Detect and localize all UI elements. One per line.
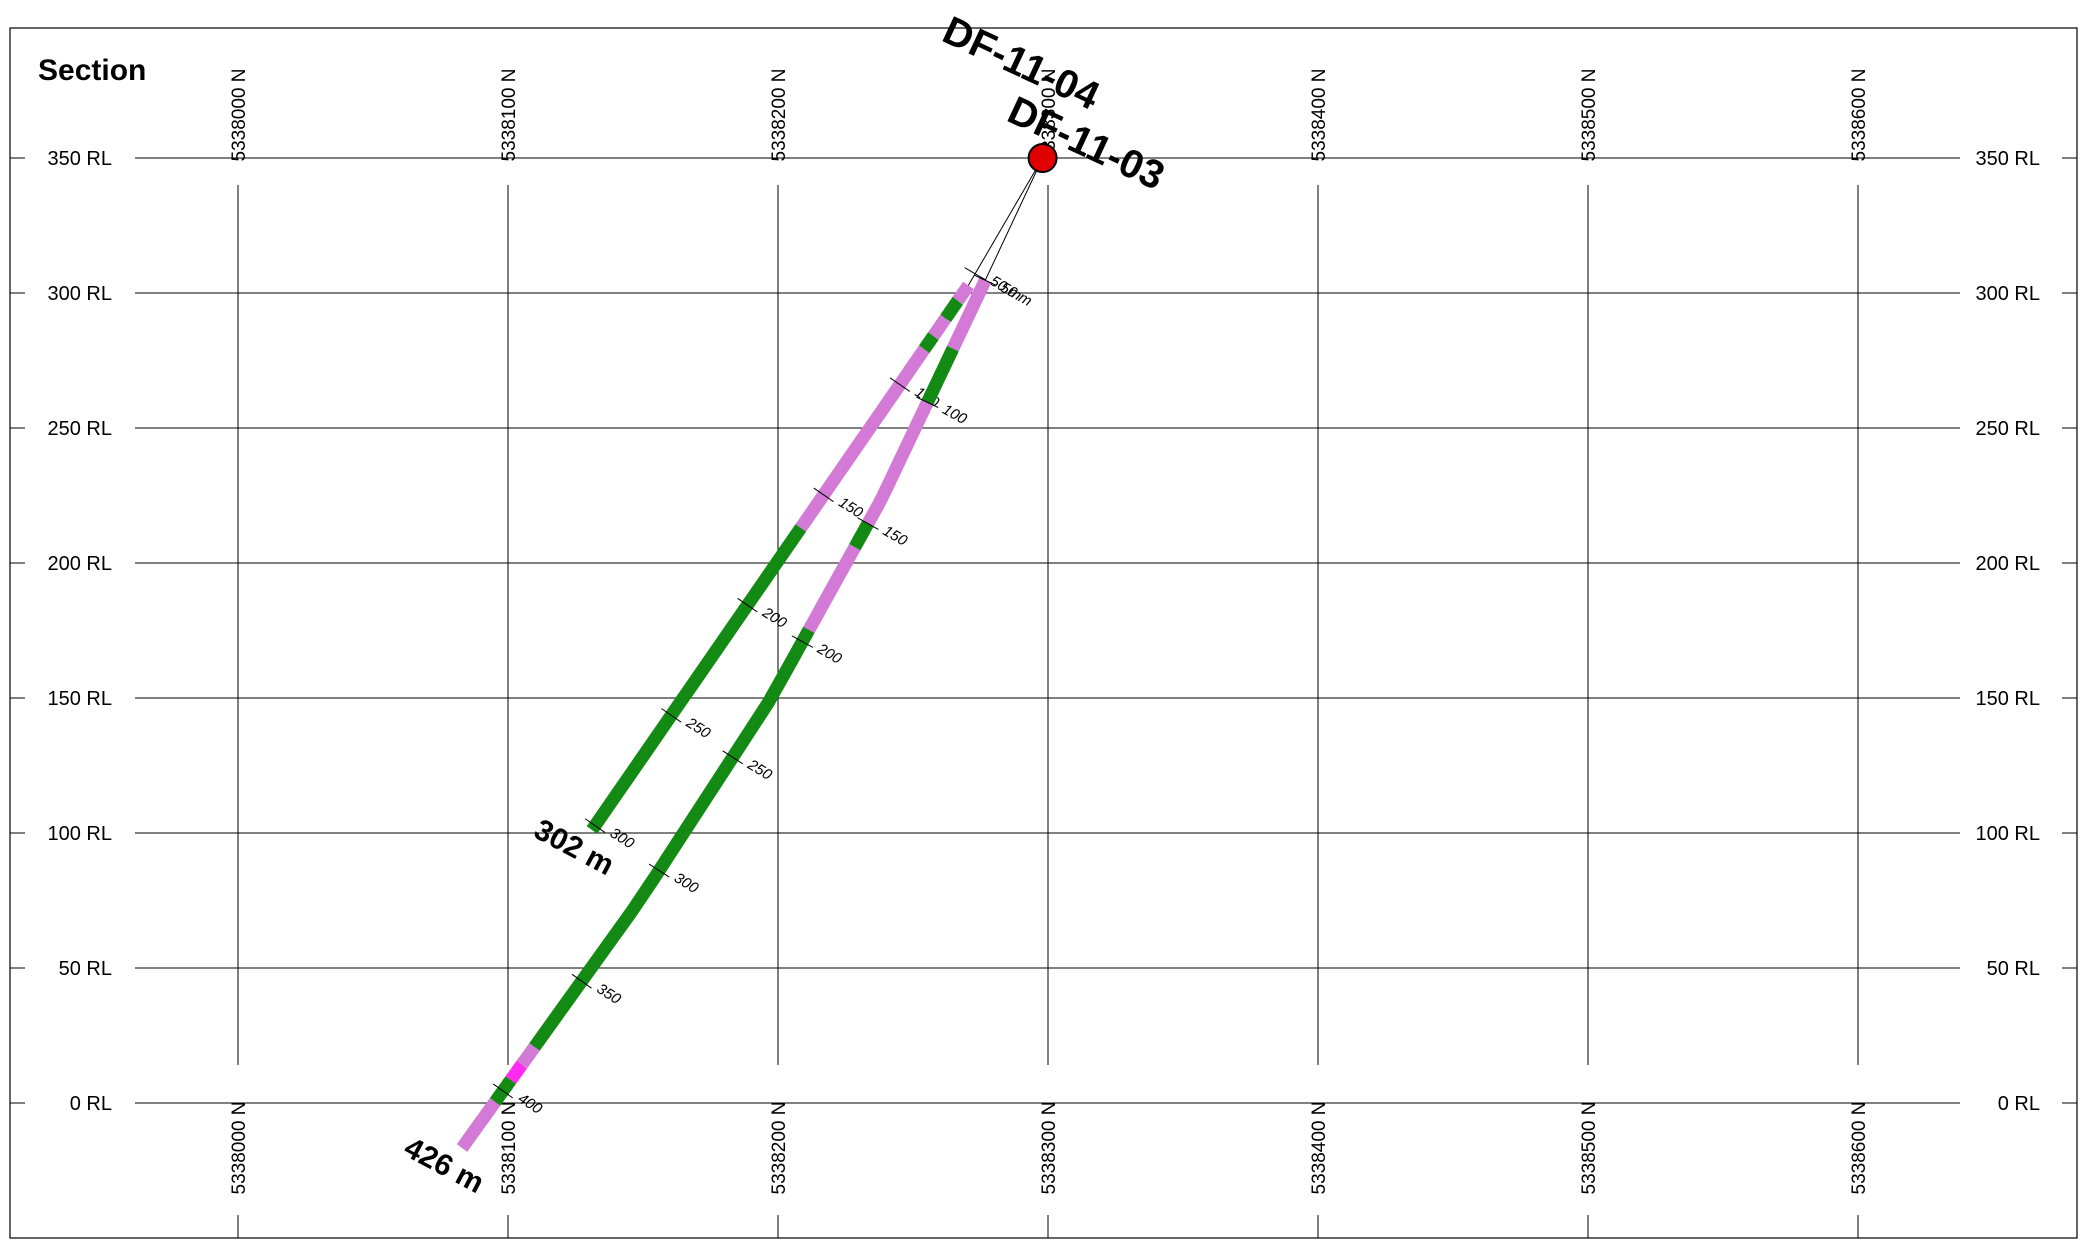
depth-tick	[964, 267, 986, 281]
northing-label-top: 5338300 N	[1039, 69, 1060, 162]
northing-label-bottom: 5338600 N	[1849, 1102, 1870, 1195]
rl-label-left: 250 RL	[48, 418, 113, 440]
section-title: Section	[38, 54, 146, 87]
collar-marker	[1027, 143, 1058, 173]
depth-tick	[857, 517, 879, 530]
northing-label-top: 5338400 N	[1309, 69, 1330, 162]
northing-label-top: 5338100 N	[499, 69, 520, 162]
depth-tick	[571, 973, 592, 989]
rl-label-right: 300 RL	[1976, 283, 2041, 305]
northing-label-bottom: 5338400 N	[1309, 1102, 1330, 1195]
interval-pink	[516, 1043, 540, 1069]
interval-green	[849, 520, 874, 551]
depth-tick	[648, 863, 670, 878]
depth-tick	[722, 750, 744, 765]
interval-pink	[795, 345, 930, 532]
northing-label-bottom: 5338500 N	[1579, 1102, 1600, 1195]
rl-label-right: 150 RL	[1976, 688, 2041, 710]
rl-label-left: 50 RL	[59, 958, 112, 980]
interval-green	[940, 296, 964, 323]
depth-tick	[813, 487, 834, 503]
depth-tick	[916, 396, 939, 408]
interval-pink	[456, 1098, 501, 1152]
northing-label-bottom: 5338300 N	[1039, 1102, 1060, 1195]
interval-magenta	[505, 1060, 528, 1084]
rl-label-left: 100 RL	[48, 823, 113, 845]
interval-green	[918, 332, 939, 354]
rl-label-right: 250 RL	[1976, 418, 2041, 440]
interval-pink	[952, 281, 974, 305]
northing-label-bottom: 5338200 N	[769, 1102, 790, 1195]
rl-label-right: 350 RL	[1976, 148, 2041, 170]
rl-label-right: 200 RL	[1976, 553, 2041, 575]
northing-label-top: 5338200 N	[769, 69, 790, 162]
grid-layer: 350 RL 350 RL 300 RL 300 RL 250 RL 250 RL 200 …	[10, 69, 2077, 1238]
rl-label-right: 50 RL	[1987, 958, 2040, 980]
interval-green	[586, 524, 807, 834]
depth-tick	[584, 818, 606, 833]
depth-tick	[737, 597, 758, 613]
interval-green	[529, 626, 815, 1051]
depth-tick	[791, 635, 814, 648]
interval-green	[921, 345, 959, 406]
northing-label-top: 5338500 N	[1579, 69, 1600, 162]
interval-pink	[947, 277, 992, 352]
interval-pink	[927, 314, 951, 340]
rl-label-left: 0 RL	[70, 1093, 112, 1115]
northing-label-bottom: 5338100 N	[499, 1102, 520, 1195]
rl-label-left: 150 RL	[48, 688, 113, 710]
northing-label-top: 5338000 N	[229, 69, 250, 162]
rl-label-left: 350 RL	[48, 148, 113, 170]
depth-tick	[974, 274, 997, 286]
plot-frame	[9, 27, 2078, 1239]
rl-label-right: 100 RL	[1976, 823, 2041, 845]
rl-label-right: 0 RL	[1998, 1093, 2040, 1115]
northing-label-bottom: 5338000 N	[229, 1102, 250, 1195]
depth-tick	[661, 708, 682, 723]
interval-pink	[803, 544, 861, 634]
rl-label-left: 300 RL	[48, 283, 113, 305]
interval-pink	[862, 399, 934, 527]
northing-label-top: 5338600 N	[1849, 69, 1870, 162]
rl-label-left: 200 RL	[48, 553, 113, 575]
depth-tick	[492, 1083, 513, 1099]
depth-tick	[889, 377, 910, 392]
